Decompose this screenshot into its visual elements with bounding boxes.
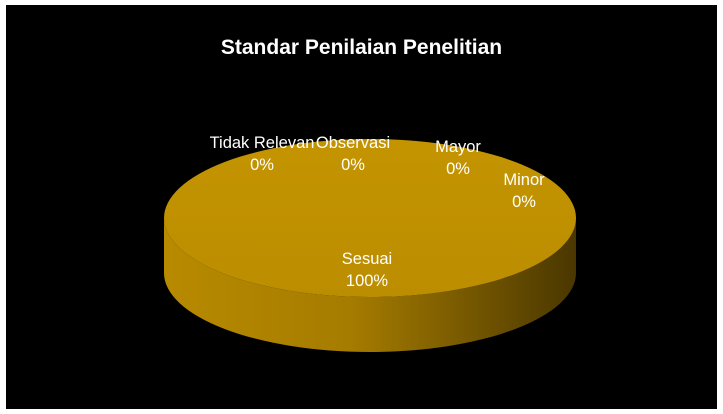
pie-chart <box>164 139 576 352</box>
data-label-mayor: Mayor 0% <box>435 136 481 180</box>
data-label-sesuai: Sesuai 100% <box>342 248 392 292</box>
data-label-percent: 100% <box>345 272 389 290</box>
pie-slice-sesuai <box>164 139 576 297</box>
chart-area: Standar Penilaian Penelitian Tidak Relev… <box>6 5 717 409</box>
data-label-percent: 0% <box>341 156 365 174</box>
data-label-observasi: Observasi 0% <box>316 132 390 176</box>
data-label-category: Sesuai <box>341 250 393 268</box>
pie-slice-side <box>164 218 576 352</box>
data-label-category: Minor <box>503 171 545 189</box>
data-label-category: Mayor <box>435 138 481 156</box>
data-label-category: Tidak Relevan <box>209 134 315 152</box>
data-label-percent: 0% <box>250 156 274 174</box>
data-label-category: Observasi <box>315 134 391 152</box>
data-label-percent: 0% <box>512 193 536 211</box>
data-label-percent: 0% <box>446 160 470 178</box>
data-label-minor: Minor 0% <box>503 169 544 213</box>
chart-title: Standar Penilaian Penelitian <box>220 36 503 59</box>
data-label-tidak-relevan: Tidak Relevan 0% <box>210 132 315 176</box>
